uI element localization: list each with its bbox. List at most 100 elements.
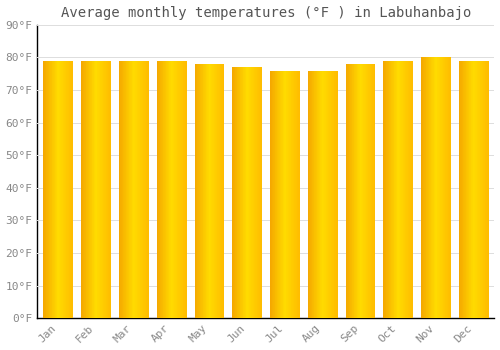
Bar <box>270 70 271 318</box>
Bar <box>271 70 272 318</box>
Bar <box>468 61 469 318</box>
Bar <box>326 70 328 318</box>
Bar <box>395 61 396 318</box>
Bar <box>147 61 148 318</box>
Bar <box>446 57 448 318</box>
Bar <box>100 61 102 318</box>
Bar <box>308 70 310 318</box>
Bar <box>250 67 251 318</box>
Bar <box>449 57 450 318</box>
Bar <box>259 67 260 318</box>
Bar <box>122 61 124 318</box>
Bar <box>206 64 208 318</box>
Bar <box>96 61 98 318</box>
Bar <box>61 61 62 318</box>
Bar <box>348 64 350 318</box>
Bar <box>146 61 148 318</box>
Bar <box>133 61 134 318</box>
Bar <box>390 61 391 318</box>
Bar <box>232 67 234 318</box>
Bar <box>59 61 60 318</box>
Bar <box>126 61 128 318</box>
Bar <box>356 64 358 318</box>
Bar <box>179 61 180 318</box>
Bar <box>94 61 96 318</box>
Bar <box>279 70 280 318</box>
Bar <box>467 61 468 318</box>
Bar <box>92 61 94 318</box>
Bar <box>399 61 400 318</box>
Bar <box>142 61 143 318</box>
Bar <box>355 64 356 318</box>
Bar <box>442 57 444 318</box>
Bar <box>254 67 256 318</box>
Bar <box>394 61 395 318</box>
Bar <box>124 61 126 318</box>
Bar <box>434 57 436 318</box>
Bar <box>436 57 438 318</box>
Bar <box>288 70 290 318</box>
Bar <box>474 61 475 318</box>
Bar <box>100 61 101 318</box>
Bar <box>160 61 162 318</box>
Bar <box>136 61 138 318</box>
Bar <box>322 70 323 318</box>
Bar <box>204 64 205 318</box>
Bar <box>275 70 276 318</box>
Bar <box>330 70 331 318</box>
Bar <box>134 61 135 318</box>
Bar <box>336 70 337 318</box>
Bar <box>194 64 196 318</box>
Bar <box>222 64 224 318</box>
Bar <box>473 61 474 318</box>
Bar <box>101 61 102 318</box>
Bar <box>294 70 296 318</box>
Bar <box>182 61 183 318</box>
Bar <box>372 64 374 318</box>
Bar <box>246 67 248 318</box>
Bar <box>430 57 432 318</box>
Bar <box>335 70 336 318</box>
Bar <box>465 61 466 318</box>
Bar <box>367 64 368 318</box>
Bar <box>244 67 245 318</box>
Bar <box>205 64 206 318</box>
Bar <box>198 64 200 318</box>
Bar <box>330 70 332 318</box>
Bar <box>351 64 352 318</box>
Bar <box>139 61 140 318</box>
Bar <box>400 61 402 318</box>
Bar <box>47 61 48 318</box>
Bar <box>401 61 402 318</box>
Bar <box>256 67 257 318</box>
Bar <box>134 61 136 318</box>
Bar <box>250 67 252 318</box>
Bar <box>247 67 248 318</box>
Bar <box>216 64 217 318</box>
Bar <box>314 70 315 318</box>
Bar <box>98 61 100 318</box>
Bar <box>272 70 274 318</box>
Bar <box>361 64 362 318</box>
Bar <box>354 64 355 318</box>
Bar <box>325 70 326 318</box>
Bar <box>388 61 390 318</box>
Bar <box>352 64 354 318</box>
Bar <box>484 61 486 318</box>
Bar <box>278 70 280 318</box>
Bar <box>329 70 330 318</box>
Bar <box>54 61 56 318</box>
Bar <box>110 61 111 318</box>
Bar <box>316 70 317 318</box>
Bar <box>312 70 314 318</box>
Bar <box>214 64 216 318</box>
Bar <box>407 61 408 318</box>
Bar <box>176 61 177 318</box>
Bar <box>436 57 437 318</box>
Bar <box>81 61 82 318</box>
Bar <box>394 61 396 318</box>
Bar <box>130 61 131 318</box>
Bar <box>482 61 483 318</box>
Bar <box>122 61 123 318</box>
Bar <box>405 61 406 318</box>
